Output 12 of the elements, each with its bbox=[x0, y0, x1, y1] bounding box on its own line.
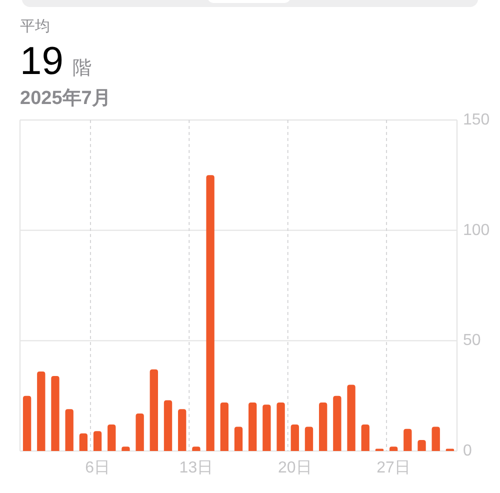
y-tick-label: 150 bbox=[463, 112, 490, 128]
x-tick-label: 27日 bbox=[376, 460, 410, 476]
annotation: 19 bbox=[20, 40, 64, 83]
x-tick-label: 6日 bbox=[85, 460, 110, 476]
x-tick-label: 20日 bbox=[278, 460, 312, 476]
y-tick-label: 50 bbox=[463, 332, 481, 350]
y-tick-label: 0 bbox=[463, 442, 472, 460]
subtitle: 2025年7月 bbox=[20, 88, 111, 109]
y-tick-label: 100 bbox=[463, 222, 490, 239]
title: 平均 bbox=[20, 18, 50, 35]
x-tick-label: 13日 bbox=[179, 460, 214, 476]
annotation: 階 bbox=[72, 58, 92, 79]
